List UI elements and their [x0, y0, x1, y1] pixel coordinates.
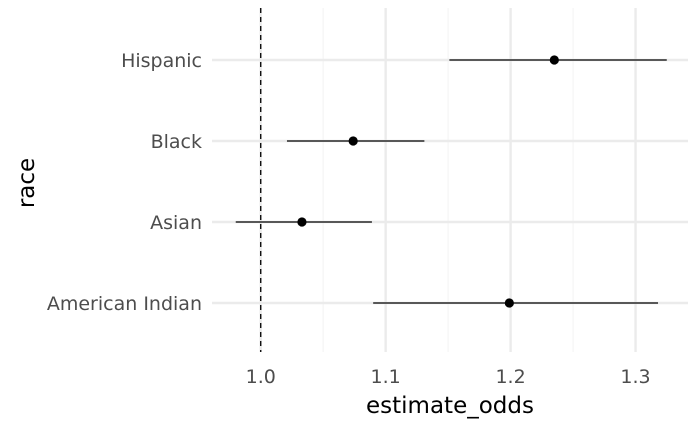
y-axis-title: race: [14, 158, 40, 208]
x-tick-label: 1.3: [620, 366, 650, 388]
y-tick-label: American Indian: [47, 293, 202, 315]
y-tick-label: Black: [151, 131, 202, 153]
estimate-point: [297, 217, 307, 227]
x-tick-label: 1.2: [495, 366, 525, 388]
y-tick-label: Hispanic: [121, 50, 202, 72]
estimate-point: [348, 136, 358, 146]
estimate-point: [549, 55, 559, 65]
y-tick-label: Asian: [150, 212, 202, 234]
x-axis-title: estimate_odds: [366, 393, 534, 419]
x-tick-label: 1.1: [371, 366, 401, 388]
y-axis-labels: American Indian Asian Black Hispanic: [47, 50, 202, 315]
x-tick-label: 1.0: [246, 366, 276, 388]
x-axis-labels: 1.0 1.1 1.2 1.3: [246, 366, 651, 388]
plot-marks: [235, 55, 667, 308]
estimate-point: [504, 298, 514, 308]
